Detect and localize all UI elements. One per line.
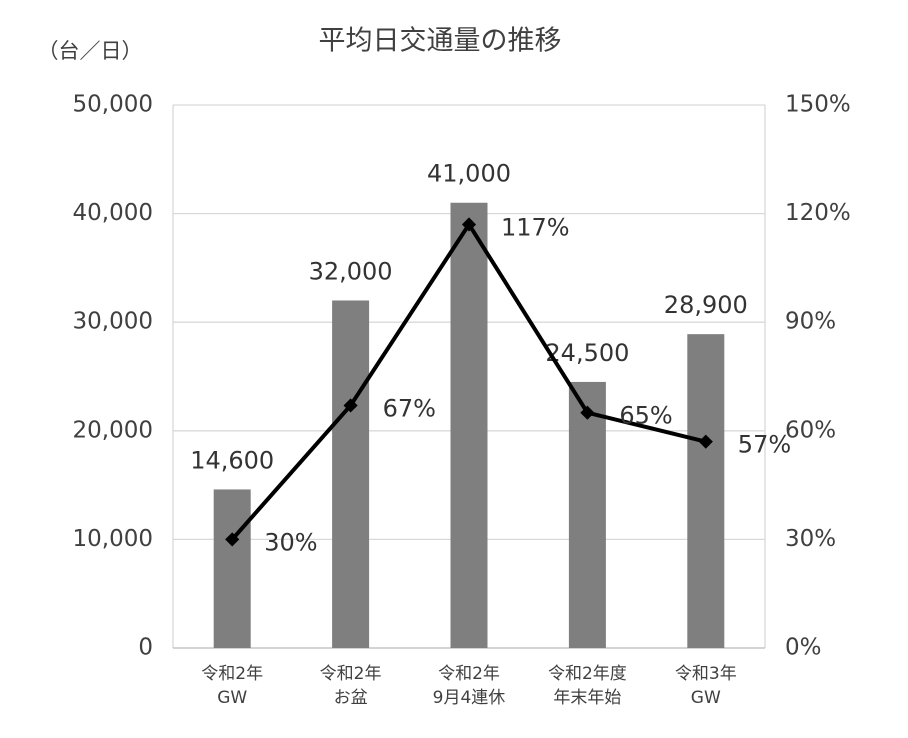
y2-tick-label: 90%: [785, 309, 836, 335]
bar: [450, 202, 488, 649]
bar-value-label: 24,500: [545, 339, 629, 367]
bar-value-label: 41,000: [427, 160, 511, 188]
y-tick-label: 10,000: [73, 526, 153, 552]
line-marker: [225, 532, 240, 547]
line-value-label: 57%: [738, 431, 791, 459]
line-value-label: 117%: [501, 213, 570, 241]
bar-value-label: 28,900: [664, 291, 748, 319]
y-tick-label: 50,000: [73, 92, 153, 118]
y2-tick-label: 120%: [785, 200, 851, 226]
line-marker: [461, 217, 477, 232]
y2-tick-label: 150%: [785, 92, 851, 118]
y2-tick-label: 60%: [785, 417, 836, 443]
line-marker: [343, 398, 358, 413]
bar: [568, 381, 606, 648]
y2-tick-label: 30%: [785, 526, 836, 552]
bar: [213, 489, 251, 648]
y-tick-label: 30,000: [73, 309, 153, 335]
y2-tick-label: 0%: [785, 635, 822, 661]
x-tick-label: 令和2年度: [548, 664, 627, 684]
line-value-label: 67%: [383, 394, 436, 422]
bar-value-label: 32,000: [309, 257, 393, 285]
x-tick-label: お盆: [334, 688, 368, 708]
chart-title: 平均日交通量の推移: [319, 26, 562, 57]
y-tick-label: 40,000: [73, 200, 153, 226]
bar: [687, 334, 725, 648]
line-marker: [580, 405, 595, 420]
y-tick-label: 20,000: [73, 417, 153, 443]
y-axis-label: （台／日）: [38, 39, 143, 63]
y-tick-label: 0: [138, 635, 153, 661]
x-tick-label: GW: [691, 688, 721, 708]
line-value-label: 30%: [264, 528, 317, 556]
line-value-label: 65%: [619, 402, 672, 430]
x-tick-label: 令和2年: [438, 664, 500, 684]
bar: [332, 300, 370, 648]
line-marker: [698, 434, 713, 449]
bar-value-label: 14,600: [190, 446, 274, 474]
x-tick-label: 令和3年: [675, 664, 737, 684]
x-tick-label: 令和2年: [201, 664, 263, 684]
x-tick-label: GW: [217, 688, 247, 708]
x-tick-label: 年末年始: [553, 688, 621, 708]
x-tick-label: 9月4連休: [433, 688, 506, 708]
x-tick-label: 令和2年: [320, 664, 382, 684]
